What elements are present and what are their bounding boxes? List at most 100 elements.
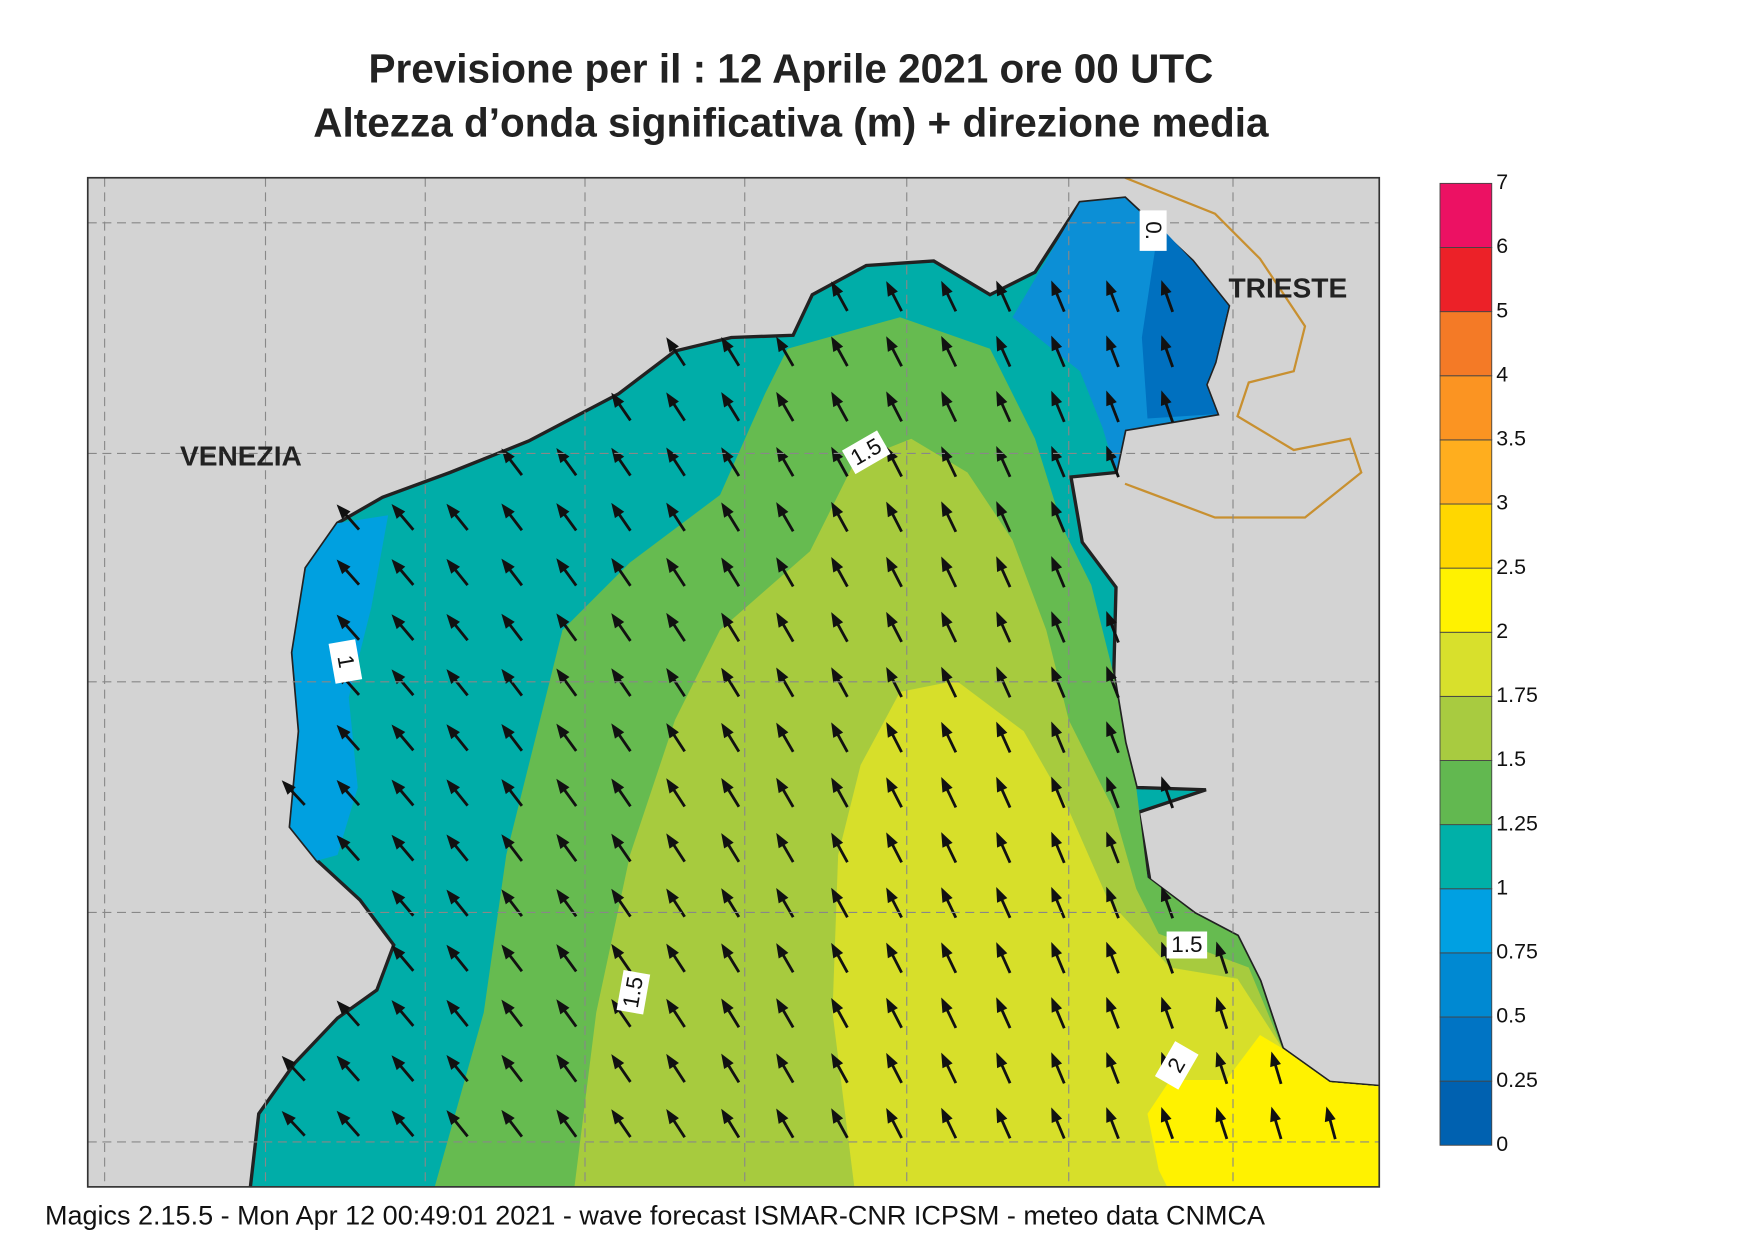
arrow-head (501, 889, 515, 905)
arrow-head (1051, 831, 1063, 848)
arrow-head (556, 668, 570, 684)
arrow-head (1106, 666, 1117, 682)
arrow-head (611, 613, 625, 629)
arrow-head (886, 832, 898, 848)
arrow-head (1106, 996, 1117, 1013)
arrow-head (666, 1053, 679, 1070)
arrow-head (776, 832, 789, 849)
colorbar-band (1439, 567, 1493, 633)
arrow-head (996, 776, 1008, 793)
arrow-head (281, 780, 296, 795)
arrow-head (501, 944, 515, 960)
arrow-head (1270, 1106, 1281, 1123)
arrow-head (336, 504, 351, 519)
arrow-head (666, 943, 679, 959)
arrow-head (721, 888, 734, 904)
colorbar-label: 7 (1496, 170, 1508, 194)
arrow-head (996, 721, 1008, 738)
arrows (281, 280, 1337, 1140)
arrow-head (776, 1108, 789, 1124)
arrow-head (941, 942, 953, 959)
arrow-head (831, 501, 844, 518)
arrow-head (666, 502, 679, 518)
arrow-head (941, 446, 953, 462)
arrow-head (721, 502, 734, 518)
wave-band (1141, 225, 1229, 419)
arrow-head (1160, 776, 1172, 792)
arrow-head (996, 1052, 1008, 1069)
arrow-head (1160, 1106, 1172, 1123)
arrow-head (831, 997, 844, 1014)
arrow-head (776, 1053, 789, 1069)
arrow-head (721, 447, 734, 463)
arrow-head (336, 724, 351, 740)
arrow-head (556, 944, 570, 960)
arrow-head (666, 833, 679, 849)
colorbar-band (1439, 311, 1493, 377)
arrow-head (941, 280, 953, 297)
arrow-head (1324, 1106, 1336, 1123)
arrow-head (941, 1052, 953, 1069)
arrow-head (1051, 556, 1063, 572)
arrow-head (611, 833, 625, 849)
arrow-head (721, 1053, 734, 1069)
arrow-head (611, 392, 625, 408)
arrow-head (721, 557, 734, 573)
colorbar-band (1439, 631, 1493, 697)
arrow-head (831, 942, 844, 959)
arrow-head (446, 503, 460, 519)
arrow-head (996, 556, 1008, 572)
arrow-head (721, 336, 734, 353)
arrow-head (721, 722, 734, 739)
arrow-head (886, 281, 898, 297)
arrow-head (501, 1109, 515, 1125)
arrow-head (446, 944, 460, 960)
arrow-head (556, 999, 570, 1015)
arrow-head (721, 998, 734, 1014)
title-line: Altezza d’onda significativa (m) + direz… (313, 100, 1269, 146)
arrow-head (886, 722, 898, 738)
arrow-head (1106, 611, 1117, 627)
colorbar-band (1439, 375, 1493, 441)
arrow-head (1160, 886, 1172, 903)
arrow-head (391, 945, 406, 960)
arrow-head (391, 1055, 406, 1071)
arrow-head (611, 723, 625, 739)
arrow-head (666, 667, 679, 684)
arrow-head (666, 612, 679, 629)
arrow-head (886, 1052, 898, 1069)
colorbar: 0 0.25 0.5 0.75 1 1.25 1.5 1.75 2 2.5 3 3.5 4 5 6 7 (1439, 170, 1538, 1156)
arrow-head (666, 778, 679, 794)
arrow-head (1051, 776, 1063, 793)
contour-label-box (1139, 210, 1167, 251)
arrow-head (831, 722, 844, 738)
colorbar-band (1439, 503, 1493, 569)
arrow-head (1106, 831, 1117, 848)
colorbar-label: 1.5 (1496, 747, 1526, 771)
arrow-head (886, 887, 898, 904)
contour-label: 1 (328, 639, 363, 684)
arrow-head (831, 1053, 844, 1069)
arrow-head (556, 889, 570, 905)
arrow-head (996, 280, 1008, 297)
arrow-head (446, 1110, 460, 1126)
arrow-head (721, 833, 734, 849)
arrow-head (1215, 1106, 1227, 1123)
arrow-head (996, 611, 1008, 628)
contour-label: 1.5 (616, 969, 651, 1015)
arrow-head (666, 557, 679, 574)
colorbar-label: 3.5 (1496, 427, 1526, 451)
colorbar-band (1439, 695, 1493, 761)
arrow-head (831, 391, 844, 408)
colorbar-band (1439, 439, 1493, 505)
arrow-head (776, 887, 789, 904)
arrow-head (556, 778, 570, 794)
arrow-head (391, 1000, 406, 1015)
arrow-head (996, 831, 1008, 848)
colorbar-band (1439, 182, 1493, 248)
arrow-head (336, 1055, 351, 1071)
arrow-head (666, 392, 679, 408)
arrow-head (886, 501, 898, 518)
arrow-head (556, 613, 570, 629)
